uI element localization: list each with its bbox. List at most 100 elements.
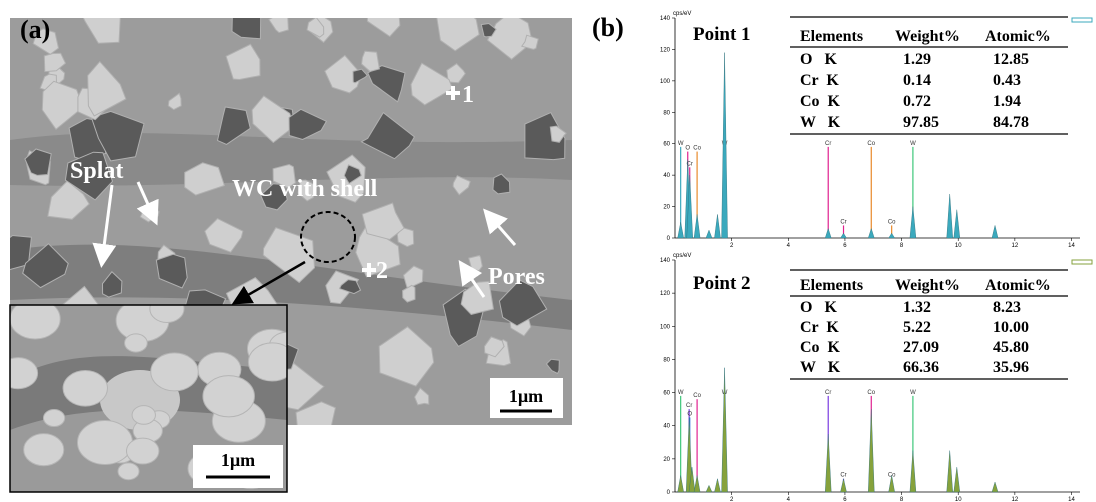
element-label: Cr <box>686 403 692 409</box>
y-tick-label: 0 <box>667 236 671 242</box>
y-tick-label: 100 <box>660 324 671 330</box>
axis-unit: cps/eV <box>673 253 691 259</box>
legend-swatch <box>1071 259 1093 265</box>
axis-unit: cps/eV <box>673 11 691 17</box>
grain <box>251 95 295 144</box>
element-label: Cr <box>825 141 831 147</box>
grain <box>82 18 121 44</box>
spectrum-peak <box>677 475 684 493</box>
spectrum-peak <box>688 467 696 493</box>
spectrum-peak <box>946 193 953 239</box>
spectrum-peak <box>705 484 713 493</box>
spectrum-peak <box>888 475 895 493</box>
table-cell: 0.72 <box>903 93 931 110</box>
spectrum-peak <box>825 433 832 493</box>
spectrum-peak <box>991 225 999 239</box>
grain <box>272 163 296 189</box>
table-cell: Cr K <box>800 72 839 89</box>
table-header: Weight% <box>895 28 960 45</box>
table-cell: W K <box>800 114 841 131</box>
element-label: Cr <box>840 473 846 479</box>
grain <box>131 405 156 425</box>
x-tick-label: 10 <box>955 243 962 249</box>
spectrum-peak <box>868 409 875 493</box>
grain <box>247 342 287 382</box>
grain <box>10 234 32 271</box>
grain <box>492 173 511 195</box>
annotation: WC with shell <box>232 176 378 202</box>
table-cell: O K <box>800 299 837 316</box>
grain <box>22 243 69 289</box>
x-tick-label: 2 <box>730 243 734 249</box>
annotations: Splat WC with shell Pores 1 2 <box>70 82 545 290</box>
grain <box>268 18 289 34</box>
inset-image <box>10 305 287 492</box>
grain <box>524 111 566 161</box>
grain <box>295 401 336 425</box>
grain <box>167 92 182 111</box>
grain <box>225 43 261 81</box>
x-tick-label: 4 <box>787 243 791 249</box>
table-cell: Co K <box>800 93 841 110</box>
table-cell: O K <box>800 51 837 68</box>
y-tick-label: 120 <box>660 47 671 53</box>
annotation: Pores <box>488 264 545 290</box>
x-tick-label: 4 <box>787 497 791 502</box>
spectrum-peak <box>824 227 832 239</box>
grain <box>43 52 67 73</box>
y-tick-label: 80 <box>663 110 670 116</box>
table-cell: 35.96 <box>993 359 1029 376</box>
spectrum-peak <box>840 232 847 239</box>
element-label: W <box>678 141 684 147</box>
x-tick-label: 2 <box>730 497 734 502</box>
grain <box>338 279 362 295</box>
grain <box>10 357 39 390</box>
scale-box <box>193 445 283 488</box>
table-header: Weight% <box>895 277 960 294</box>
y-tick-label: 20 <box>663 205 670 211</box>
element-label: Cr <box>825 390 831 396</box>
grain <box>498 279 548 327</box>
y-tick-label: 140 <box>660 16 671 22</box>
grain <box>126 437 160 465</box>
legend-swatch <box>1071 17 1093 23</box>
grain <box>10 305 61 340</box>
spectrum-peak <box>721 52 728 239</box>
grain <box>480 22 497 38</box>
table-cell: W K <box>800 359 841 376</box>
element-label: Cr <box>840 219 846 225</box>
element-label: Co <box>867 390 875 396</box>
grain <box>378 326 435 387</box>
grain <box>306 18 325 38</box>
annotation: 1 <box>462 82 474 108</box>
grain <box>545 358 560 375</box>
grain <box>520 34 539 50</box>
element-label: Co <box>867 141 875 147</box>
x-tick-label: 12 <box>1012 497 1019 502</box>
grain <box>47 180 90 220</box>
element-label: Co <box>693 393 701 399</box>
x-tick-label: 12 <box>1012 243 1019 249</box>
grain <box>41 80 84 131</box>
spectrum-peak <box>705 229 713 239</box>
table-cell: 66.36 <box>903 359 939 376</box>
grain <box>23 433 65 467</box>
grain <box>231 18 262 40</box>
table-cell: 97.85 <box>903 114 939 131</box>
table-cell: 0.14 <box>903 72 931 89</box>
grain <box>414 387 430 406</box>
grain <box>288 108 328 141</box>
table-header: Atomic% <box>985 28 1051 45</box>
spectrum-peak <box>686 175 693 239</box>
grain <box>367 65 406 103</box>
grain <box>184 162 226 196</box>
grain <box>446 63 466 84</box>
grain <box>483 336 505 358</box>
x-tick-label: 14 <box>1068 243 1075 249</box>
table-cell: Cr K <box>800 319 839 336</box>
grain <box>117 462 140 481</box>
table-cell: 0.43 <box>993 72 1021 89</box>
grain <box>486 18 533 60</box>
y-tick-label: 60 <box>663 142 670 148</box>
